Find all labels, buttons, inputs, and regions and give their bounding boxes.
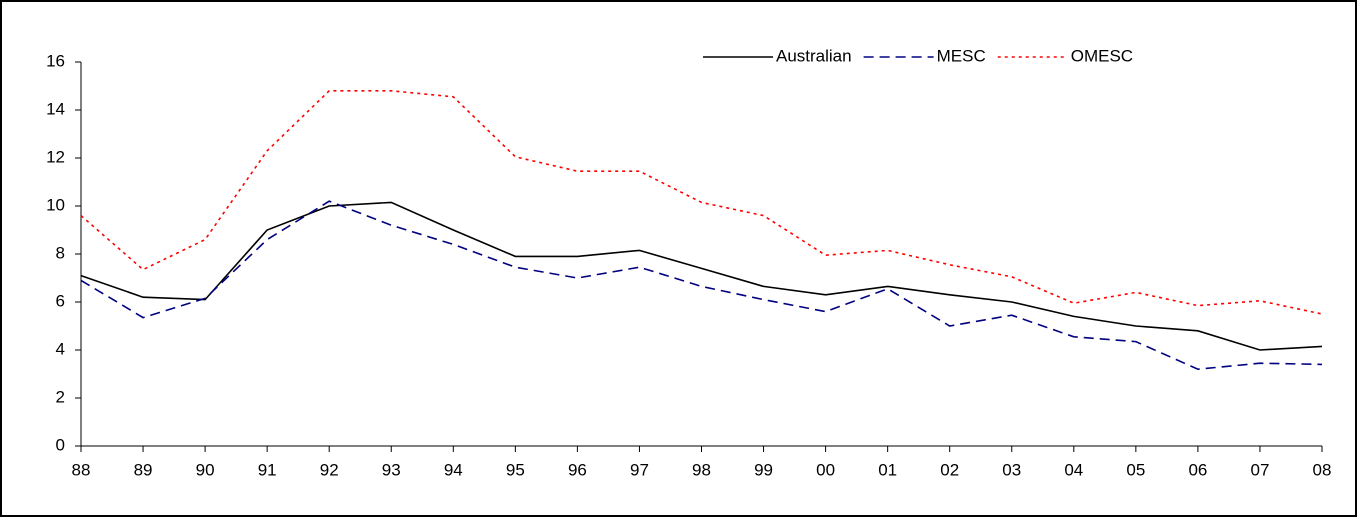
x-tick-label: 91 [258,460,277,479]
x-tick-label: 02 [940,460,959,479]
series-line [80,90,1323,315]
series-line [80,201,1323,351]
x-tick-label: 89 [134,460,153,479]
legend-label: MESC [937,46,986,65]
legend-label: Australian [776,46,852,65]
y-tick-label: 0 [56,435,65,454]
y-tick-label: 4 [56,339,65,358]
x-tick-label: 93 [382,460,401,479]
x-tick-label: 90 [196,460,215,479]
x-tick-label: 98 [692,460,711,479]
y-tick-label: 14 [46,99,65,118]
x-tick-label: 03 [1002,460,1021,479]
y-tick-label: 2 [56,387,65,406]
y-tick-label: 16 [46,51,65,70]
x-tick-label: 97 [630,460,649,479]
x-tick-label: 05 [1126,460,1145,479]
x-tick-label: 00 [816,460,835,479]
legend-label: OMESC [1071,46,1133,65]
series-line [80,200,1323,371]
x-tick-label: 95 [506,460,525,479]
x-tick-label: 07 [1250,460,1269,479]
y-tick-label: 10 [46,195,65,214]
x-tick-label: 01 [878,460,897,479]
x-tick-label: 99 [754,460,773,479]
y-tick-label: 6 [56,291,65,310]
x-tick-label: 88 [72,460,91,479]
x-tick-label: 04 [1064,460,1083,479]
y-tick-label: 12 [46,147,65,166]
x-tick-label: 92 [320,460,339,479]
x-tick-label: 94 [444,460,463,479]
x-tick-label: 08 [1313,460,1332,479]
x-tick-label: 96 [568,460,587,479]
y-tick-label: 8 [56,243,65,262]
x-tick-label: 06 [1188,460,1207,479]
